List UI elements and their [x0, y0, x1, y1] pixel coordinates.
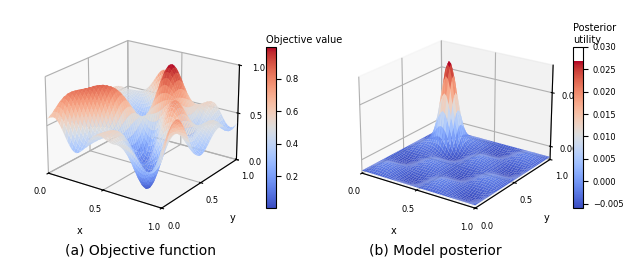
- Text: Posterior
utility: Posterior utility: [573, 23, 616, 45]
- Y-axis label: y: y: [543, 213, 549, 223]
- X-axis label: x: x: [77, 226, 83, 236]
- Text: Objective value: Objective value: [266, 35, 342, 45]
- X-axis label: x: x: [390, 226, 396, 236]
- Text: (b) Model posterior: (b) Model posterior: [369, 244, 502, 258]
- Y-axis label: y: y: [230, 213, 236, 223]
- Text: (a) Objective function: (a) Objective function: [65, 244, 216, 258]
